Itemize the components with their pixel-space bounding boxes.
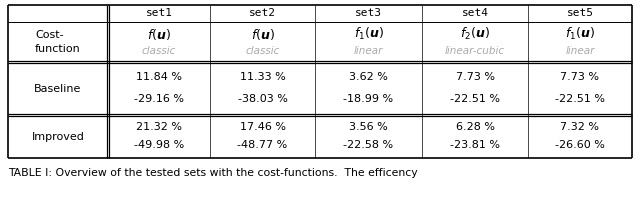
Text: linear-cubic: linear-cubic [445, 46, 505, 56]
Text: set3: set3 [355, 8, 382, 18]
Text: TABLE I: Overview of the tested sets with the cost-functions.  The efficency: TABLE I: Overview of the tested sets wit… [8, 168, 418, 178]
Text: -38.03 %: -38.03 % [237, 94, 287, 104]
Text: Improved: Improved [31, 131, 84, 141]
Text: $f_1(\boldsymbol{u})$: $f_1(\boldsymbol{u})$ [353, 26, 383, 42]
Text: -49.98 %: -49.98 % [134, 140, 184, 150]
Text: -18.99 %: -18.99 % [344, 94, 394, 104]
Text: $f(\boldsymbol{u})$: $f(\boldsymbol{u})$ [250, 26, 275, 42]
Text: $f_1(\boldsymbol{u})$: $f_1(\boldsymbol{u})$ [565, 26, 595, 42]
Text: 3.62 %: 3.62 % [349, 72, 388, 82]
Text: -23.81 %: -23.81 % [450, 140, 500, 150]
Text: -22.51 %: -22.51 % [450, 94, 500, 104]
Text: -29.16 %: -29.16 % [134, 94, 184, 104]
Text: 3.56 %: 3.56 % [349, 122, 388, 132]
Text: -22.51 %: -22.51 % [555, 94, 605, 104]
Text: linear: linear [565, 46, 595, 56]
Text: -22.58 %: -22.58 % [344, 140, 394, 150]
Text: 17.46 %: 17.46 % [239, 122, 285, 132]
Text: -48.77 %: -48.77 % [237, 140, 287, 150]
Text: 6.28 %: 6.28 % [456, 122, 495, 132]
Text: set2: set2 [249, 8, 276, 18]
Text: set4: set4 [461, 8, 488, 18]
Text: classic: classic [245, 46, 280, 56]
Text: 21.32 %: 21.32 % [136, 122, 182, 132]
Text: 7.73 %: 7.73 % [456, 72, 495, 82]
Text: 7.32 %: 7.32 % [561, 122, 600, 132]
Text: classic: classic [142, 46, 176, 56]
Text: set5: set5 [566, 8, 593, 18]
Text: $f_2(\boldsymbol{u})$: $f_2(\boldsymbol{u})$ [460, 26, 490, 42]
Text: $f(\boldsymbol{u})$: $f(\boldsymbol{u})$ [147, 26, 171, 42]
Text: -26.60 %: -26.60 % [555, 140, 605, 150]
Text: 11.84 %: 11.84 % [136, 72, 182, 82]
Text: Cost-
function: Cost- function [35, 30, 81, 54]
Text: 7.73 %: 7.73 % [561, 72, 600, 82]
Text: 11.33 %: 11.33 % [239, 72, 285, 82]
Text: Baseline: Baseline [35, 83, 82, 93]
Text: linear: linear [354, 46, 383, 56]
Text: set1: set1 [145, 8, 173, 18]
